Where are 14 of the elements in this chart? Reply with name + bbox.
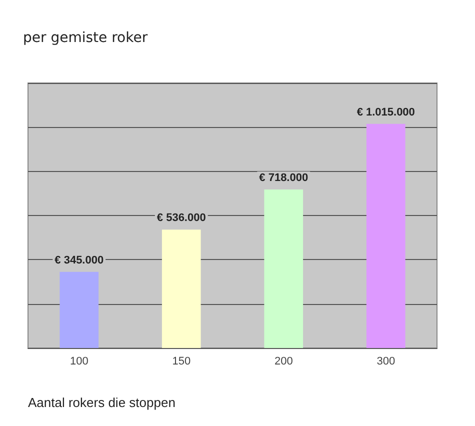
data-label: € 536.000: [156, 212, 206, 224]
chart-title: per gemiste roker: [23, 30, 148, 46]
x-tick-label: 200: [274, 356, 293, 368]
x-tick-label: 150: [172, 356, 191, 368]
data-label: € 1.015.000: [356, 106, 415, 118]
bar: [264, 189, 304, 348]
x-tick-label: 100: [70, 356, 88, 368]
bar: [162, 230, 201, 348]
bar: [366, 124, 406, 348]
data-label: € 345.000: [54, 254, 104, 266]
x-axis-title: Aantal rokers die stoppen: [28, 395, 176, 410]
bar: [60, 272, 99, 348]
x-tick-label: 300: [376, 356, 396, 368]
data-label: € 718.000: [259, 172, 308, 184]
